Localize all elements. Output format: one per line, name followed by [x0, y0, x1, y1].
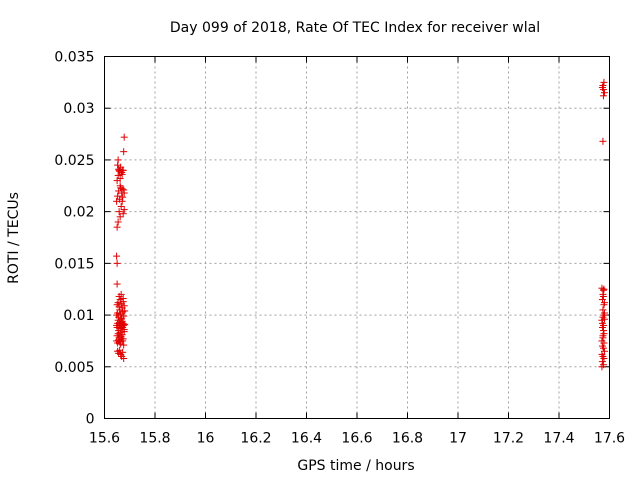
data-point: [598, 358, 606, 366]
y-tick-label: 0.03: [63, 101, 94, 117]
x-tick-label: 17.6: [594, 431, 625, 447]
grid-lines: [104, 56, 610, 419]
data-point: [599, 306, 607, 314]
data-point: [599, 344, 607, 352]
data-point: [600, 315, 608, 323]
data-point: [119, 210, 127, 218]
data-point: [599, 92, 607, 100]
data-point: [120, 189, 128, 197]
data-point: [120, 148, 128, 156]
data-point: [120, 341, 128, 349]
y-tick-label: 0.035: [54, 50, 94, 66]
x-axis-label: GPS time / hours: [297, 458, 414, 474]
x-tick-label: 15.8: [139, 431, 170, 447]
data-point: [599, 286, 607, 294]
data-point: [599, 327, 607, 335]
data-point: [114, 156, 122, 164]
data-point: [120, 355, 128, 363]
data-point: [119, 295, 127, 303]
data-point: [116, 175, 124, 183]
data-point: [119, 166, 127, 174]
y-tick-label: 0.025: [54, 153, 94, 169]
data-points: [113, 78, 608, 371]
x-tick-label: 16.6: [341, 431, 372, 447]
y-tick-label: 0.005: [54, 360, 94, 376]
data-point: [120, 328, 128, 336]
data-point: [115, 208, 123, 216]
data-point: [600, 89, 608, 97]
x-tick-label: 17.4: [543, 431, 574, 447]
x-tick-label: 15.6: [89, 431, 120, 447]
data-point: [120, 302, 128, 310]
data-point: [119, 337, 127, 345]
y-tick-labels: 0 0.005 0.01 0.015 0.02 0.025 0.03 0.035: [54, 50, 94, 428]
data-point: [599, 86, 607, 94]
x-tick-label: 16.2: [240, 431, 271, 447]
chart-title: Day 099 of 2018, Rate Of TEC Index for r…: [170, 20, 540, 36]
data-point: [117, 290, 125, 298]
data-point: [600, 330, 608, 338]
y-tick-label: 0: [86, 412, 95, 428]
x-tick-label: 17.2: [493, 431, 524, 447]
data-point: [598, 363, 606, 371]
data-point: [114, 218, 122, 226]
y-tick-label: 0.01: [63, 308, 94, 324]
data-point: [598, 323, 606, 331]
data-point: [113, 280, 121, 288]
data-point: [599, 81, 607, 89]
y-axis-label: ROTI / TECUs: [6, 192, 22, 284]
data-point: [120, 133, 128, 141]
x-tick-label: 17: [449, 431, 467, 447]
data-point: [599, 290, 607, 298]
data-point: [118, 185, 126, 193]
data-point: [120, 312, 128, 320]
data-point: [113, 259, 121, 267]
data-point: [117, 202, 125, 210]
data-point: [599, 334, 607, 342]
data-point: [600, 309, 608, 317]
data-point: [116, 213, 124, 221]
data-point: [599, 137, 607, 145]
data-point: [119, 348, 127, 356]
data-point: [120, 206, 128, 214]
data-point: [121, 320, 129, 328]
x-tick-label: 16: [197, 431, 215, 447]
data-point: [600, 78, 608, 86]
data-point: [119, 193, 127, 201]
data-point: [113, 223, 121, 231]
data-point: [120, 321, 128, 329]
data-point: [600, 355, 608, 363]
data-point: [600, 339, 608, 347]
x-tick-label: 16.4: [291, 431, 322, 447]
plot-frame: [104, 56, 610, 419]
y-tick-label: 0.015: [54, 256, 94, 272]
data-point: [113, 252, 121, 260]
x-tick-labels: 15.6 15.8 16 16.2 16.4 16.6 16.8 17 17.2 17.4 17.6: [89, 431, 625, 447]
y-tick-label: 0.02: [63, 205, 94, 221]
x-tick-label: 16.8: [392, 431, 423, 447]
data-point: [600, 299, 608, 307]
data-point: [120, 186, 128, 194]
